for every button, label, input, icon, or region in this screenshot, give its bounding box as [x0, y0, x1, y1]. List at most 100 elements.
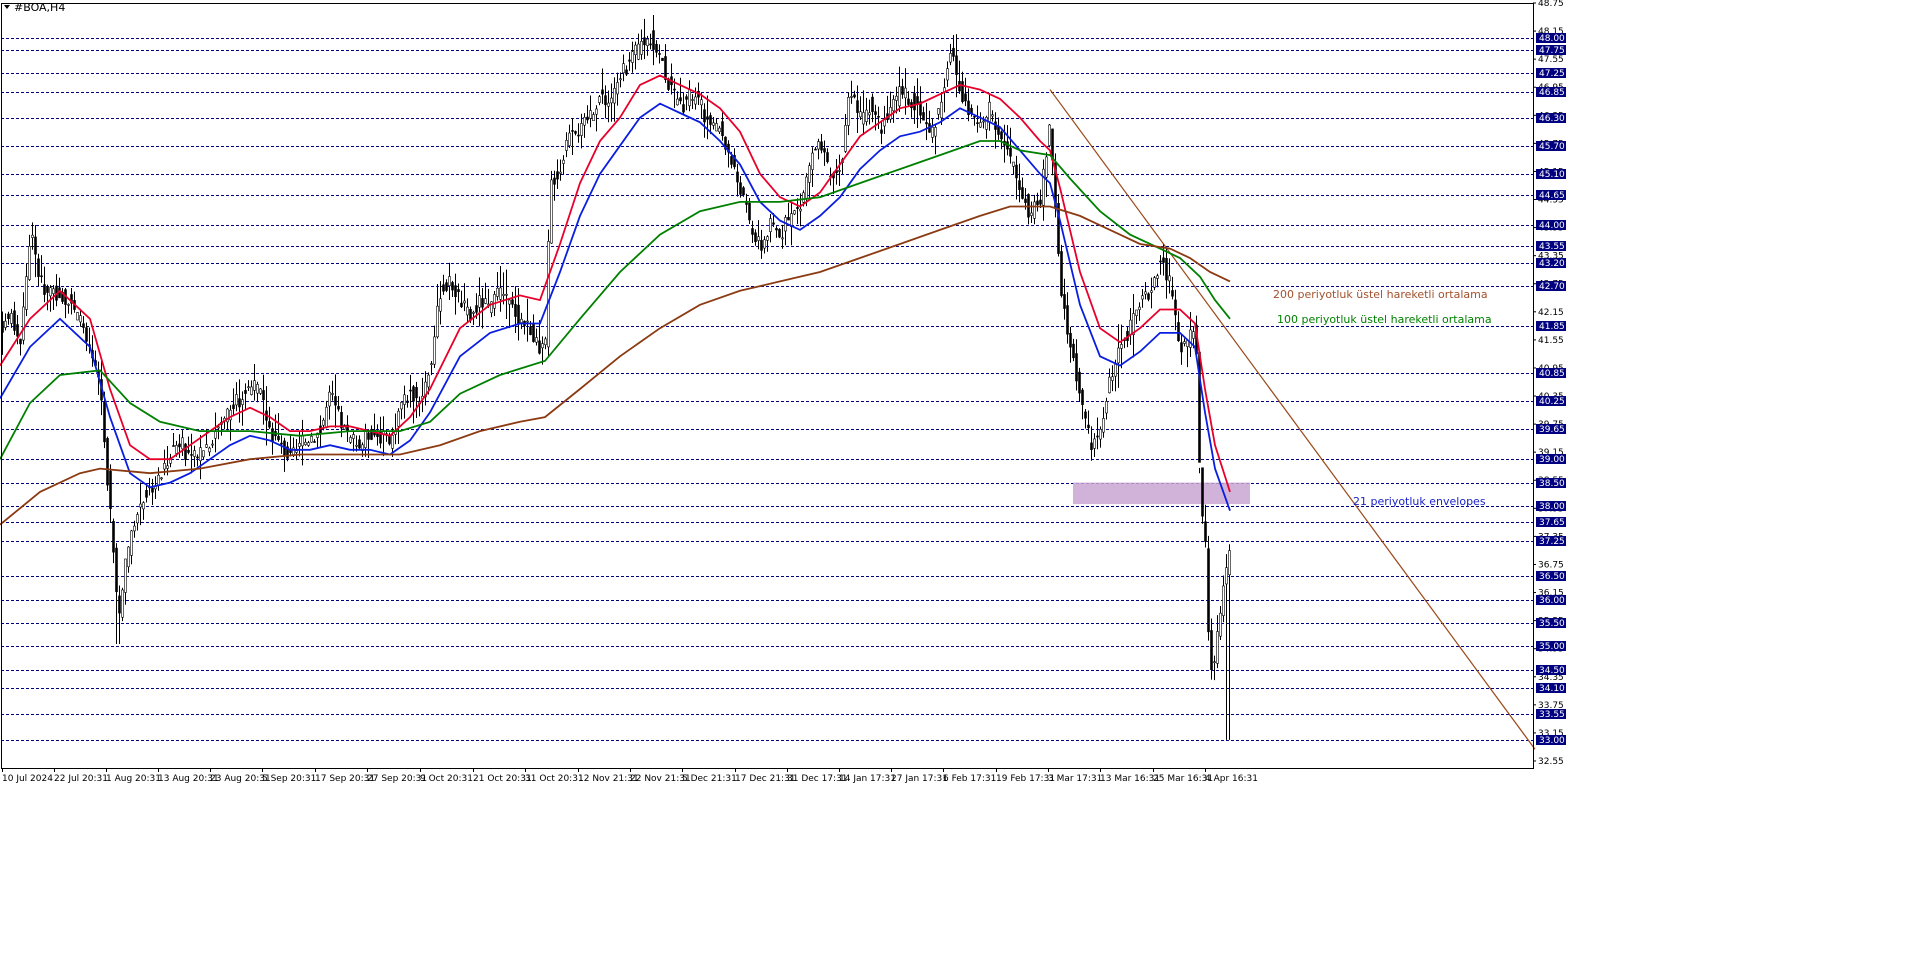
candle[interactable]	[67, 303, 70, 314]
candle[interactable]	[484, 282, 487, 305]
candle[interactable]	[238, 379, 241, 423]
series-line-ema100[interactable]	[0, 140, 1231, 460]
candle[interactable]	[880, 121, 883, 145]
candle[interactable]	[508, 298, 511, 329]
candle[interactable]	[739, 175, 742, 198]
candle[interactable]	[253, 363, 256, 401]
candle[interactable]	[1153, 276, 1156, 291]
candle[interactable]	[481, 287, 484, 329]
candle[interactable]	[505, 269, 508, 320]
candle[interactable]	[142, 501, 145, 520]
candle[interactable]	[145, 484, 148, 503]
candle[interactable]	[754, 229, 757, 246]
candle[interactable]	[1210, 618, 1213, 680]
candle[interactable]	[535, 328, 538, 346]
candle[interactable]	[1216, 615, 1219, 669]
candle[interactable]	[466, 298, 469, 324]
candle[interactable]	[751, 220, 754, 244]
candle[interactable]	[415, 381, 418, 419]
candle[interactable]	[766, 235, 769, 252]
candle[interactable]	[289, 435, 292, 457]
candle[interactable]	[946, 61, 949, 87]
candle[interactable]	[121, 587, 124, 622]
candle[interactable]	[583, 113, 586, 138]
candle[interactable]	[1108, 368, 1111, 394]
candle[interactable]	[151, 478, 154, 506]
candle[interactable]	[337, 395, 340, 412]
candle[interactable]	[1228, 544, 1231, 740]
candle[interactable]	[565, 132, 568, 158]
candle[interactable]	[130, 529, 133, 565]
candle[interactable]	[1069, 326, 1072, 363]
candle[interactable]	[961, 71, 964, 104]
candle[interactable]	[640, 29, 643, 60]
chart-annotation[interactable]: 200 periyotluk üstel hareketli ortalama	[1273, 288, 1488, 301]
candle[interactable]	[1039, 189, 1042, 209]
candle[interactable]	[1156, 273, 1159, 288]
candle[interactable]	[502, 272, 505, 305]
candle[interactable]	[1183, 338, 1186, 347]
candle[interactable]	[463, 283, 466, 312]
candle[interactable]	[229, 405, 232, 441]
candle[interactable]	[19, 338, 22, 356]
candle[interactable]	[439, 281, 442, 325]
candle[interactable]	[280, 435, 283, 454]
candle[interactable]	[871, 93, 874, 123]
candle[interactable]	[775, 226, 778, 238]
candle[interactable]	[160, 477, 163, 481]
candle[interactable]	[598, 95, 601, 106]
series-line-ema200[interactable]	[0, 205, 1231, 526]
candle[interactable]	[1165, 247, 1168, 299]
candle[interactable]	[1015, 155, 1018, 200]
candle[interactable]	[1063, 278, 1066, 320]
candle[interactable]	[601, 68, 604, 104]
candle[interactable]	[589, 95, 592, 128]
candle[interactable]	[370, 425, 373, 441]
chart-annotation[interactable]: 100 periyotluk üstel hareketli ortalama	[1277, 313, 1492, 326]
candle[interactable]	[625, 65, 628, 77]
candle[interactable]	[877, 106, 880, 130]
series-line-envelope_upper[interactable]	[0, 74, 1231, 493]
candle[interactable]	[43, 266, 46, 303]
candle[interactable]	[181, 430, 184, 457]
candle[interactable]	[262, 374, 265, 425]
candle[interactable]	[985, 115, 988, 139]
candle[interactable]	[139, 482, 142, 526]
candle[interactable]	[991, 110, 994, 122]
candle[interactable]	[1102, 407, 1105, 438]
candle[interactable]	[211, 439, 214, 449]
candle[interactable]	[316, 432, 319, 449]
candle[interactable]	[655, 40, 658, 58]
candle[interactable]	[1171, 276, 1174, 300]
candle[interactable]	[634, 41, 637, 70]
candle[interactable]	[649, 33, 652, 50]
candle[interactable]	[436, 283, 439, 339]
candle[interactable]	[208, 446, 211, 457]
candle[interactable]	[544, 336, 547, 350]
candle[interactable]	[547, 229, 550, 358]
candle[interactable]	[706, 95, 709, 140]
candle[interactable]	[40, 255, 43, 283]
candle[interactable]	[106, 436, 109, 491]
series-line-envelope_lower[interactable]	[0, 102, 1231, 512]
candle[interactable]	[736, 163, 739, 197]
candle[interactable]	[925, 102, 928, 141]
candle[interactable]	[400, 401, 403, 420]
candle[interactable]	[430, 361, 433, 376]
candle[interactable]	[82, 316, 85, 334]
candle[interactable]	[757, 220, 760, 250]
candle[interactable]	[571, 118, 574, 155]
candle[interactable]	[358, 435, 361, 450]
candle[interactable]	[1117, 324, 1120, 388]
candle[interactable]	[445, 279, 448, 293]
candle[interactable]	[136, 512, 139, 531]
candle[interactable]	[652, 14, 655, 66]
candle[interactable]	[304, 438, 307, 446]
candle[interactable]	[811, 147, 814, 188]
candle[interactable]	[1204, 504, 1207, 548]
candle[interactable]	[763, 236, 766, 254]
candle[interactable]	[823, 140, 826, 166]
candle[interactable]	[760, 229, 763, 259]
